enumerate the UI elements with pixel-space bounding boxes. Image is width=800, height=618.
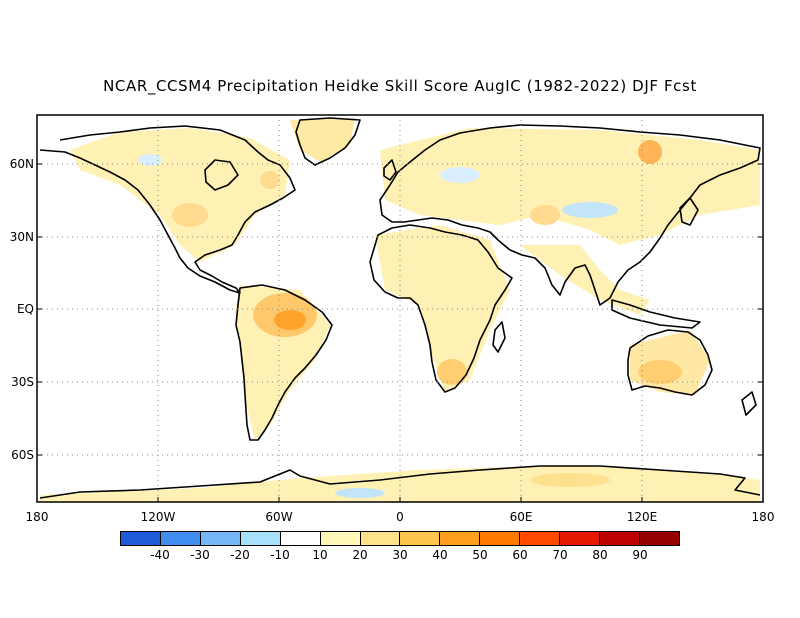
coast-greenland — [295, 117, 361, 166]
lat-label-eq: EQ — [16, 302, 34, 316]
colorbar-swatch — [600, 532, 640, 545]
lat-label-60n: 60N — [9, 157, 34, 171]
lon-label-120e: 120E — [626, 510, 658, 524]
colorbar-tick-label: 80 — [592, 548, 608, 562]
colorbar-swatch — [200, 532, 241, 545]
colorbar-tick-label: 10 — [312, 548, 328, 562]
coastlines — [39, 117, 761, 499]
shading-north-america — [70, 128, 290, 262]
coast-hudson-bay — [204, 159, 239, 191]
lat-label-30n: 30N — [9, 230, 34, 244]
shading-eurasia — [380, 128, 760, 245]
colorbar-tick-label: -40 — [150, 548, 170, 562]
colorbar-tick-label: -30 — [190, 548, 210, 562]
coast-africa — [369, 224, 513, 393]
lon-label-60e: 60E — [509, 510, 533, 524]
colorbar-tick-label: 20 — [352, 548, 368, 562]
colorbar-tick-label: 30 — [392, 548, 408, 562]
colorbar-swatch — [160, 532, 201, 545]
axis-ticks — [37, 163, 763, 502]
colorbar-tick-label: -20 — [230, 548, 250, 562]
colorbar-tick-label: 50 — [472, 548, 488, 562]
colorbar-tick-label: 60 — [512, 548, 528, 562]
skill-shading — [40, 118, 760, 502]
shading-greenland — [290, 118, 355, 162]
lon-label-60w: 60W — [265, 510, 293, 524]
shading-south-asia — [520, 245, 650, 315]
colorbar-tick-label: 40 — [432, 548, 448, 562]
lon-label-180-west: 180 — [25, 510, 49, 524]
coast-uk — [383, 159, 397, 181]
coast-japan — [679, 197, 699, 226]
colorbar-tick-label: 70 — [552, 548, 568, 562]
colorbar-swatch — [560, 532, 601, 545]
colorbar-swatch — [480, 532, 521, 545]
map-title: NCAR_CCSM4 Precipitation Heidke Skill Sc… — [103, 77, 697, 95]
coast-indonesia — [611, 299, 701, 329]
lon-label-180-east: 180 — [751, 510, 775, 524]
lon-label-0: 0 — [396, 510, 404, 524]
colorbar-tick-label: 90 — [632, 548, 648, 562]
coast-new-zealand — [741, 391, 757, 416]
coast-madagascar — [492, 321, 506, 353]
colorbar-swatch — [240, 532, 281, 545]
coast-antarctica — [39, 465, 761, 499]
gridlines — [37, 115, 763, 502]
lat-label-30s: 30S — [11, 375, 34, 389]
coast-australia — [627, 329, 713, 396]
coast-south-america — [235, 284, 333, 441]
colorbar-swatch — [121, 532, 161, 545]
colorbar-swatch — [360, 532, 401, 545]
colorbar-tick-label: -10 — [270, 548, 290, 562]
colorbar-swatch — [639, 532, 679, 545]
colorbar-swatch — [320, 532, 361, 545]
lat-label-60s: 60S — [11, 448, 34, 462]
colorbar-swatch — [520, 532, 561, 545]
lon-label-120w: 120W — [140, 510, 176, 524]
colorbar-swatch — [280, 532, 321, 545]
coast-eurasia — [379, 124, 761, 306]
colorbar-swatch — [440, 532, 481, 545]
colorbar — [120, 531, 680, 546]
coast-north-america — [39, 125, 296, 294]
colorbar-swatch — [400, 532, 441, 545]
